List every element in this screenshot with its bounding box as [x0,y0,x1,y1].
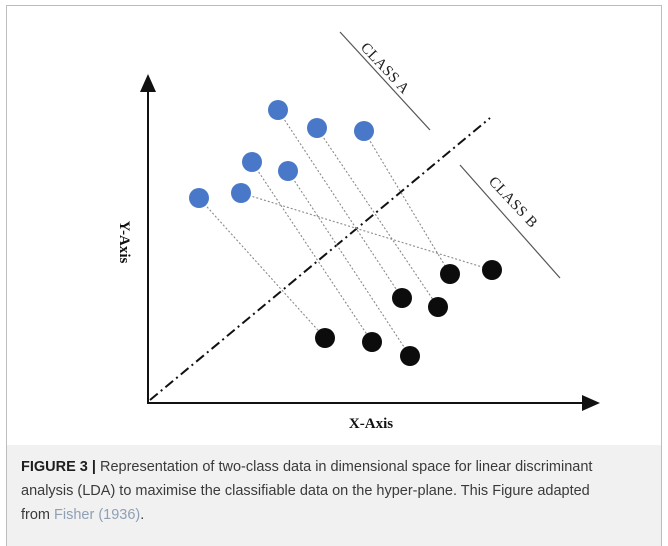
class-b-point [315,328,335,348]
class-b-point [400,346,420,366]
caption-end: . [140,507,145,523]
class-a-point [307,118,327,138]
figure-caption: FIGURE 3 | Representation of two-class d… [21,455,621,527]
projection-line [287,170,411,357]
projection-line [316,127,439,308]
class-a-point [354,121,374,141]
projection-line [240,192,493,271]
figure-label: FIGURE 3 | [21,459,96,475]
projection-line [277,109,403,299]
class-a-point [268,100,288,120]
reference-link[interactable]: Fisher (1936) [54,507,141,523]
class-b-points [315,260,502,366]
class-b-point [440,264,460,284]
y-axis-title: Y-Axis [116,221,132,264]
class-a-boundary [339,31,431,131]
projection-line [363,130,451,275]
class-a-point [242,152,262,172]
class-a-points [189,100,374,208]
class-a-point [189,188,209,208]
class-a-point [278,161,298,181]
caption-text: Representation of two-class data in dime… [21,459,593,523]
projection-lines [198,109,493,357]
class-b-point [392,288,412,308]
class-b-point [428,297,448,317]
lda-diagram: CLASS A CLASS B Y-Axis X-Axis [116,31,600,432]
class-b-point [362,332,382,352]
x-axis-title: X-Axis [349,416,393,432]
class-a-label: CLASS A [357,40,412,98]
caption-band: FIGURE 3 | Representation of two-class d… [6,445,662,546]
class-a-point [231,183,251,203]
projection-line [251,161,373,343]
projection-line [198,197,326,339]
hyperplane-line [149,117,491,401]
class-b-point [482,260,502,280]
class-b-boundary [459,164,561,279]
